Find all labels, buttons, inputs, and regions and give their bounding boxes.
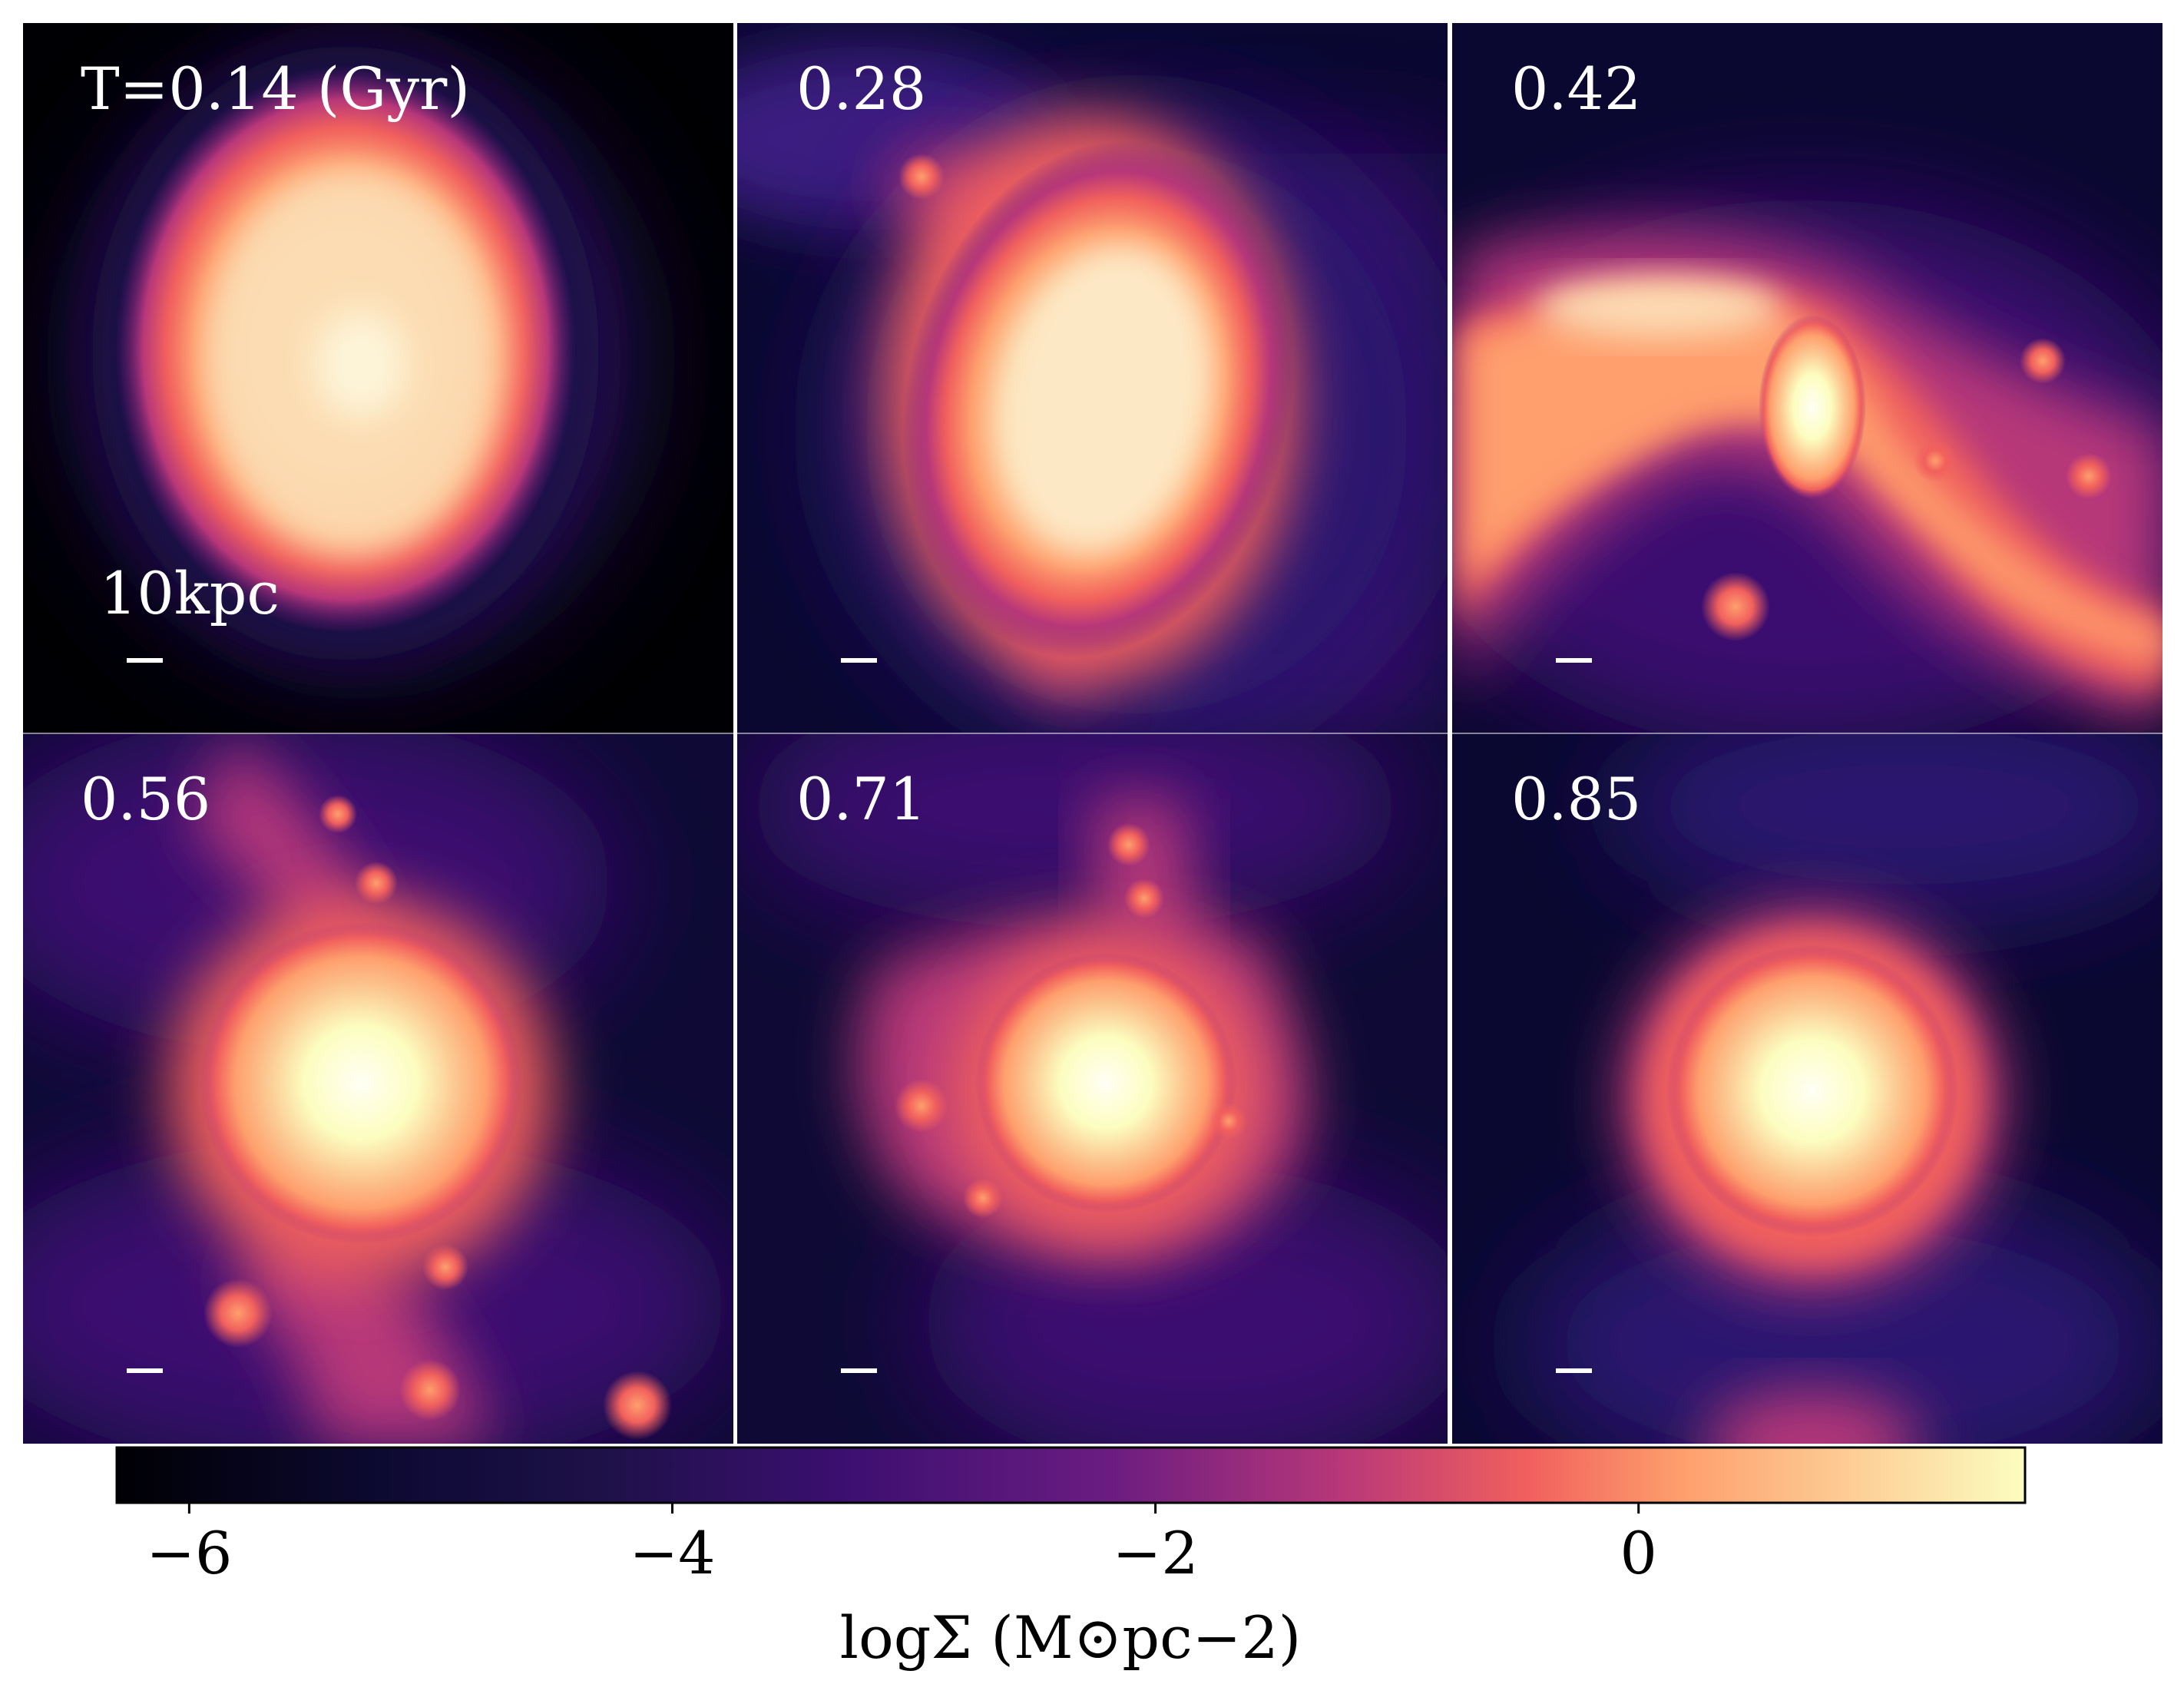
panel-label-t042: 0.42 bbox=[1511, 55, 1642, 123]
colorbar-tick-label: −6 bbox=[146, 1519, 233, 1587]
colorbar-ticks bbox=[187, 1503, 1640, 1514]
panel-t028 bbox=[737, 23, 1448, 733]
colorbar-tick-label: −4 bbox=[629, 1519, 716, 1587]
panel-t014 bbox=[23, 23, 733, 733]
panel-label-t056: 0.56 bbox=[81, 765, 211, 833]
panel-label-t014: T=0.14 (Gyr) bbox=[81, 55, 471, 123]
colorbar bbox=[115, 1446, 2027, 1504]
panel-t071 bbox=[737, 733, 1448, 1444]
panel-label-t028: 0.28 bbox=[796, 55, 927, 123]
panel-label-t085: 0.85 bbox=[1511, 765, 1642, 833]
panel-label-t071: 0.71 bbox=[796, 765, 927, 833]
colorbar-tick-label: 0 bbox=[1620, 1519, 1657, 1587]
colorbar-tick-label: −2 bbox=[1112, 1519, 1199, 1587]
panel-t085 bbox=[1452, 733, 2162, 1444]
scale-bar-label: 10kpc bbox=[100, 559, 280, 627]
colorbar-label: logΣ (M⊙pc−2) bbox=[839, 1603, 1302, 1672]
panel-t042 bbox=[1452, 23, 2162, 733]
panel-t056 bbox=[23, 733, 733, 1444]
